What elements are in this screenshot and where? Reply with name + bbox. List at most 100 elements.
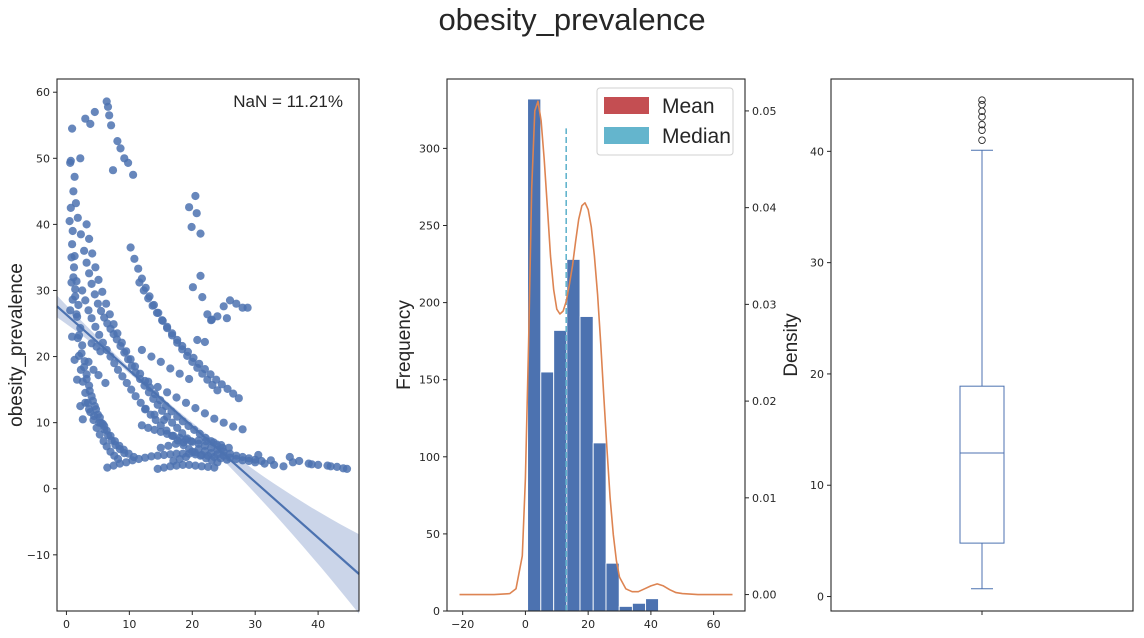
scatter-point [196, 271, 205, 280]
scatter-point [137, 345, 146, 355]
scatter-point [130, 254, 139, 263]
y-tick-label: 50 [426, 528, 440, 541]
scatter-point [108, 166, 118, 175]
scatter-point [181, 398, 191, 407]
scatter-point [178, 341, 187, 351]
y-tick-label: 0 [817, 591, 824, 604]
scatter-point [135, 278, 144, 287]
scatter-point [89, 365, 98, 374]
scatter-point [200, 337, 209, 347]
scatter-point [68, 124, 77, 133]
scatter-point [80, 246, 89, 255]
scatter-point [68, 240, 77, 249]
x-tick-label: 20 [185, 618, 199, 631]
scatter-point [101, 378, 110, 388]
scatter-point [156, 427, 165, 436]
histogram-panel: −20 0 20 40 60 0 50 100 150 200 250 300 0.00 0.01 0.02… [394, 78, 802, 631]
scatter-point [212, 375, 221, 384]
scatter-point [224, 443, 233, 452]
scatter-point [159, 415, 169, 425]
scatter-point [169, 431, 178, 440]
scatter-point [134, 264, 143, 273]
y-tick-label: 150 [419, 374, 440, 387]
scatter-point [223, 384, 232, 393]
scatter-point [134, 454, 143, 464]
scatter-point [65, 217, 74, 226]
scatter-panel: 0 10 20 30 40 −10 0 10 20 30 40 50 60 NaN = 11.21% o… [6, 78, 360, 631]
scatter-point [207, 449, 216, 458]
boxplot-axes: 0 10 20 30 40 [810, 78, 1134, 615]
y-tick-label: 60 [36, 86, 50, 99]
scatter-point [73, 375, 82, 384]
scatter-point [332, 462, 342, 471]
legend-mean-label: Mean [662, 95, 715, 118]
scatter-point [82, 258, 91, 267]
scatter-point [229, 422, 238, 431]
x-tick-label: 40 [311, 618, 325, 631]
scatter-point [144, 423, 153, 432]
scatter-point [117, 338, 126, 347]
scatter-point [219, 302, 228, 311]
scatter-point [150, 425, 159, 434]
scatter-point [78, 415, 87, 424]
scatter-point [168, 418, 177, 427]
scatter-point [98, 287, 107, 296]
scatter-point [113, 329, 122, 338]
y-tick-label: 30 [36, 284, 50, 297]
scatter-point [90, 411, 99, 421]
outlier-point [978, 120, 986, 129]
x-tick-label: 0 [522, 618, 529, 631]
right-y-tick-label: 0.05 [752, 105, 777, 118]
scatter-point [314, 460, 323, 469]
histogram-bars [527, 98, 659, 612]
scatter-point [181, 452, 191, 462]
scatter-point [118, 372, 127, 381]
frequency-axis-label: Frequency [394, 300, 415, 390]
scatter-point [254, 450, 263, 460]
scatter-point [131, 392, 140, 401]
scatter-point [158, 316, 167, 325]
scatter-point [219, 418, 228, 427]
scatter-point [195, 359, 204, 368]
scatter-point [90, 107, 99, 117]
scatter-point [84, 306, 93, 315]
scatter-point [217, 441, 226, 450]
scatter-point [96, 347, 105, 356]
scatter-point [76, 154, 85, 163]
scatter-point [171, 439, 180, 448]
histogram-frame [446, 78, 746, 612]
scatter-point [84, 357, 93, 366]
scatter-point [163, 388, 172, 397]
right-y-tick-label: 0.04 [752, 202, 777, 215]
y-tick-label: 250 [419, 219, 440, 232]
y-tick-label: 0 [433, 605, 440, 618]
legend-median-label: Median [662, 125, 731, 148]
y-tick-label: 10 [36, 417, 50, 430]
scatter-point [210, 463, 219, 472]
scatter-point [67, 253, 76, 262]
scatter-point [105, 111, 114, 120]
scatter-point [148, 301, 157, 310]
scatter-point [88, 249, 97, 258]
scatter-point [166, 364, 175, 373]
scatter-point [193, 335, 202, 345]
histogram-bar [579, 316, 594, 612]
scatter-point [159, 463, 169, 472]
nan-annotation: NaN = 11.21% [233, 92, 343, 111]
scatter-point [69, 187, 78, 196]
scatter-point [147, 352, 156, 361]
scatter-point [139, 286, 148, 295]
scatter-point [95, 330, 104, 339]
scatter-point [126, 355, 135, 364]
scatter-point [213, 450, 222, 459]
histogram-bar [631, 602, 647, 612]
scatter-point [74, 331, 84, 340]
scatter-y-axis-label: obesity_prevalence [6, 263, 27, 427]
scatter-point [169, 456, 178, 466]
scatter-point [172, 393, 181, 402]
scatter-point [198, 293, 207, 302]
scatter-point [96, 306, 106, 316]
scatter-point [103, 463, 112, 472]
scatter-point [94, 371, 103, 380]
